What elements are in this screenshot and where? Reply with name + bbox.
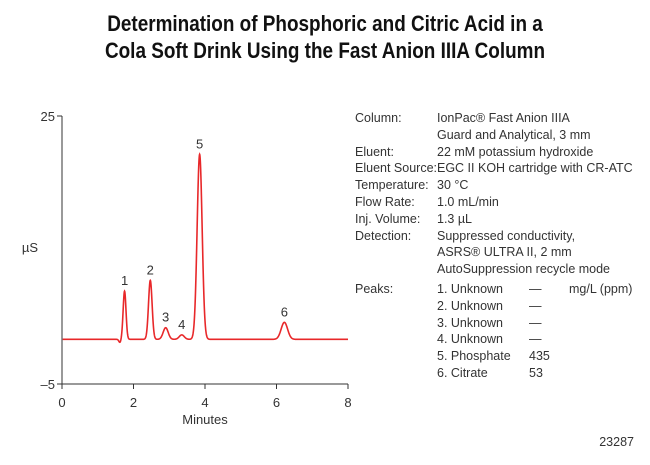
x-tick-label: 4 bbox=[201, 395, 208, 410]
peak-name: 3. Unknown bbox=[437, 315, 504, 330]
condition-key bbox=[355, 261, 437, 278]
y-axis-label: µS bbox=[22, 240, 38, 255]
chart-title: Determination of Phosphoric and Citric A… bbox=[46, 10, 605, 64]
peaks-key bbox=[355, 331, 437, 348]
condition-key bbox=[355, 244, 437, 261]
y-tick-label: 25 bbox=[41, 109, 55, 124]
peaks-key bbox=[355, 365, 437, 382]
peak-value: 53 bbox=[529, 365, 543, 380]
condition-row: Column: IonPac® Fast Anion IIIA bbox=[355, 110, 633, 127]
peak-value: — bbox=[529, 315, 542, 330]
condition-value: 22 mM potassium hydroxide bbox=[437, 144, 594, 159]
peak-label: 3 bbox=[162, 310, 169, 325]
chart-title-line-2: Cola Soft Drink Using the Fast Anion III… bbox=[104, 38, 546, 63]
condition-value: AutoSuppression recycle mode bbox=[437, 262, 611, 277]
peak-value: 435 bbox=[529, 349, 550, 364]
chromatogram-trace bbox=[62, 152, 348, 344]
x-tick-label: 0 bbox=[58, 395, 65, 410]
peak-name: 2. Unknown bbox=[437, 298, 504, 313]
peak-row: 6. Citrate 53 bbox=[355, 365, 633, 382]
condition-row: Detection: Suppressed conductivity, bbox=[355, 228, 633, 245]
condition-value: 1.0 mL/min bbox=[437, 194, 499, 209]
x-axis-label: Minutes bbox=[182, 412, 228, 427]
peak-value: — bbox=[529, 298, 542, 313]
peak-row: Peaks: 1. Unknown — mg/L (ppm) bbox=[355, 281, 633, 298]
x-tick-label: 2 bbox=[130, 395, 137, 410]
peaks-key bbox=[355, 348, 437, 365]
figure-code: 23287 bbox=[599, 435, 634, 449]
condition-row: AutoSuppression recycle mode bbox=[355, 261, 633, 278]
condition-key: Temperature: bbox=[355, 178, 429, 193]
condition-value: ASRS® ULTRA II, 2 mm bbox=[437, 245, 572, 260]
condition-key: Detection: bbox=[355, 228, 412, 243]
peak-name: 4. Unknown bbox=[437, 332, 504, 347]
peak-name: 6. Citrate bbox=[437, 365, 488, 380]
peaks-key bbox=[355, 315, 437, 332]
peak-name: 5. Phosphate bbox=[437, 349, 511, 364]
x-tick-label: 8 bbox=[344, 395, 351, 410]
condition-key: Eluent Source: bbox=[355, 161, 437, 176]
condition-value: Suppressed conductivity, bbox=[437, 228, 576, 243]
peak-row: 5. Phosphate 435 bbox=[355, 348, 633, 365]
peak-label: 1 bbox=[121, 273, 128, 288]
peaks-key bbox=[355, 298, 437, 315]
condition-row: Eluent: 22 mM potassium hydroxide bbox=[355, 144, 633, 161]
condition-key bbox=[355, 127, 437, 144]
y-tick-label: –5 bbox=[41, 377, 55, 392]
peak-label: 2 bbox=[147, 262, 154, 277]
condition-row: Inj. Volume: 1.3 µL bbox=[355, 211, 633, 228]
peak-row: 4. Unknown — bbox=[355, 331, 633, 348]
condition-row: Flow Rate: 1.0 mL/min bbox=[355, 194, 633, 211]
peak-row: 3. Unknown — bbox=[355, 315, 633, 332]
condition-key: Inj. Volume: bbox=[355, 211, 421, 226]
peak-name: 1. Unknown bbox=[437, 281, 504, 296]
condition-key: Column: bbox=[355, 111, 402, 125]
peak-label: 6 bbox=[281, 304, 288, 319]
condition-value: 30 °C bbox=[437, 178, 469, 193]
condition-value: Guard and Analytical, 3 mm bbox=[437, 127, 591, 142]
condition-row: Guard and Analytical, 3 mm bbox=[355, 127, 633, 144]
peak-value: — bbox=[529, 281, 542, 296]
peak-row: 2. Unknown — bbox=[355, 298, 633, 315]
peak-unit: mg/L (ppm) bbox=[569, 281, 633, 296]
condition-key: Flow Rate: bbox=[355, 194, 415, 209]
condition-row: Eluent Source: EGC II KOH cartridge with … bbox=[355, 160, 633, 177]
peak-value: — bbox=[529, 332, 542, 347]
x-tick-label: 6 bbox=[273, 395, 280, 410]
peak-label: 5 bbox=[196, 136, 203, 151]
condition-row: ASRS® ULTRA II, 2 mm bbox=[355, 244, 633, 261]
condition-key: Eluent: bbox=[355, 144, 394, 159]
peaks-key: Peaks: bbox=[355, 281, 394, 296]
peak-label: 4 bbox=[178, 317, 185, 332]
condition-row: Temperature: 30 °C bbox=[355, 177, 633, 194]
condition-value: 1.3 µL bbox=[437, 211, 473, 226]
condition-value: EGC II KOH cartridge with CR-ATC bbox=[437, 161, 633, 176]
chart-title-line-1: Determination of Phosphoric and Citric A… bbox=[107, 11, 543, 36]
conditions-panel: Column: IonPac® Fast Anion IIIA Guard and … bbox=[355, 110, 633, 382]
condition-value: IonPac® Fast Anion IIIA bbox=[437, 111, 570, 125]
